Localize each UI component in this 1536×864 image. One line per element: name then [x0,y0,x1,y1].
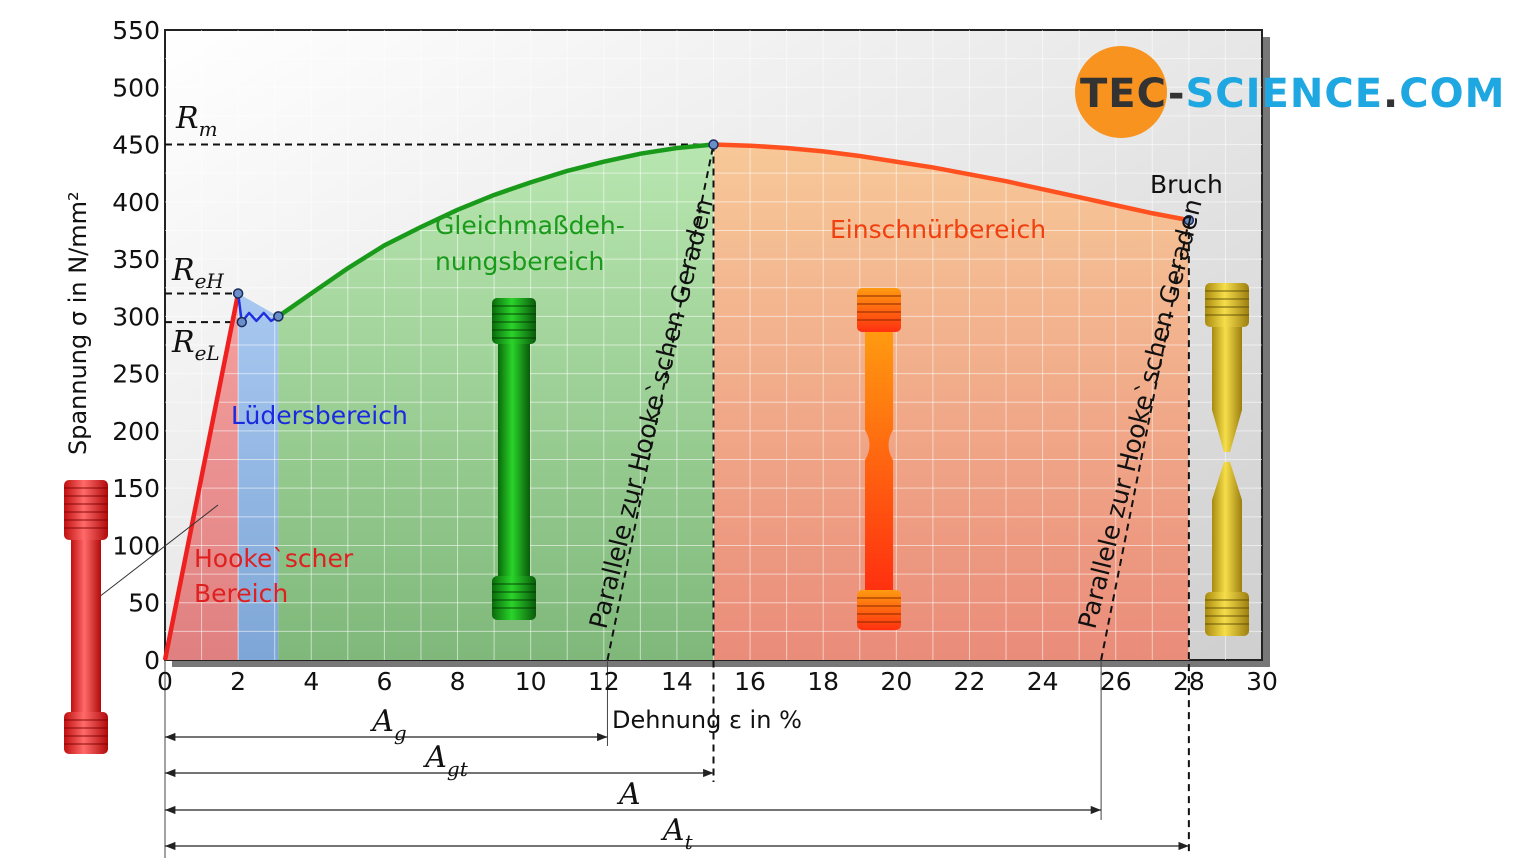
key-points [232,139,1195,328]
x-tick-label: 16 [734,667,766,696]
specimen-orange [857,288,901,630]
bruch-label: Bruch [1150,170,1223,199]
reh-label: ReH [171,253,224,293]
x-tick-label: 24 [1027,667,1059,696]
hooke-region-label-1: Hooke`scher [194,544,354,573]
hooke-parallel-line [606,144,715,661]
hooke-parallel-line [1100,219,1190,661]
x-tick-label: 2 [230,667,246,696]
y-tick-label: 550 [112,16,160,45]
y-tick-label: 100 [112,531,160,560]
elongation-label: A [616,777,641,812]
gleichmass-region-label-2: nungsbereich [435,247,604,276]
key-point-rm [708,139,719,150]
curves [162,142,1190,661]
y-tick-label: 250 [112,360,160,389]
key-point-reh [232,288,244,299]
dashed-guides [164,143,1190,858]
specimen-red [64,480,108,754]
x-tick-label: 26 [1100,667,1132,696]
elongation-label: Ag [369,704,406,745]
x-tick-label: 30 [1246,667,1278,696]
logo-circle [1075,46,1167,138]
y-tick-label: 500 [112,73,160,102]
elongation-dimensions: Ag Agt A At [165,704,1189,854]
series-line-3 [713,142,1190,223]
rel-label: ReL [171,325,220,365]
x-tick-label: 20 [880,667,912,696]
logo-text: TEC-SCIENCE.COM [1080,71,1505,117]
elongation-label: Agt [422,740,468,781]
x-tick-label: 14 [661,667,693,696]
lueders-region-fill [238,293,279,660]
einschnuer-region-label: Einschnürbereich [830,215,1046,244]
x-tick-label: 6 [376,667,392,696]
y-tick-label: 0 [144,646,160,675]
lueders-region-label: Lüdersbereich [231,401,408,430]
y-tick-label: 350 [112,245,160,274]
y-tick-label: 50 [128,589,160,618]
x-axis-title: Dehnung ε in % [612,706,802,734]
key-point-bruch [1183,214,1195,226]
elongation-label: At [660,813,694,854]
x-tick-labels: 0 2 4 6 8 10 12 14 16 18 20 22 24 26 28 30 [157,667,1278,696]
series-line-2 [277,142,714,319]
x-tick-label: 12 [588,667,620,696]
y-tick-label: 200 [112,417,160,446]
gleichmass-region-label-1: Gleichmaßdeh- [435,211,625,240]
series-line-0 [162,293,241,661]
specimen-yellow-fractured [1205,283,1249,636]
x-tick-label: 22 [954,667,986,696]
y-tick-label: 450 [112,131,160,160]
y-tick-label: 300 [112,302,160,331]
rm-label: Rm [175,101,218,141]
key-point-rel [236,316,248,328]
hooke-leader-line [89,504,219,605]
hooke-region-label-2: Bereich [194,579,288,608]
y-tick-label: 150 [112,474,160,503]
x-tick-label: 28 [1173,667,1205,696]
x-tick-label: 18 [807,667,839,696]
x-tick-label: 10 [515,667,547,696]
x-tick-label: 0 [157,667,173,696]
y-tick-label: 400 [112,188,160,217]
y-tick-labels: 0 50 100 150 200 250 300 350 400 450 500 550 [112,16,160,675]
x-tick-label: 4 [303,667,319,696]
tec-science-logo: TEC-SCIENCE.COM [1075,46,1505,138]
y-axis-title: Spannung σ in N/mm² [64,191,92,455]
key-point-lueders-end [273,311,284,322]
x-tick-label: 8 [450,667,466,696]
specimen-green [492,298,536,620]
